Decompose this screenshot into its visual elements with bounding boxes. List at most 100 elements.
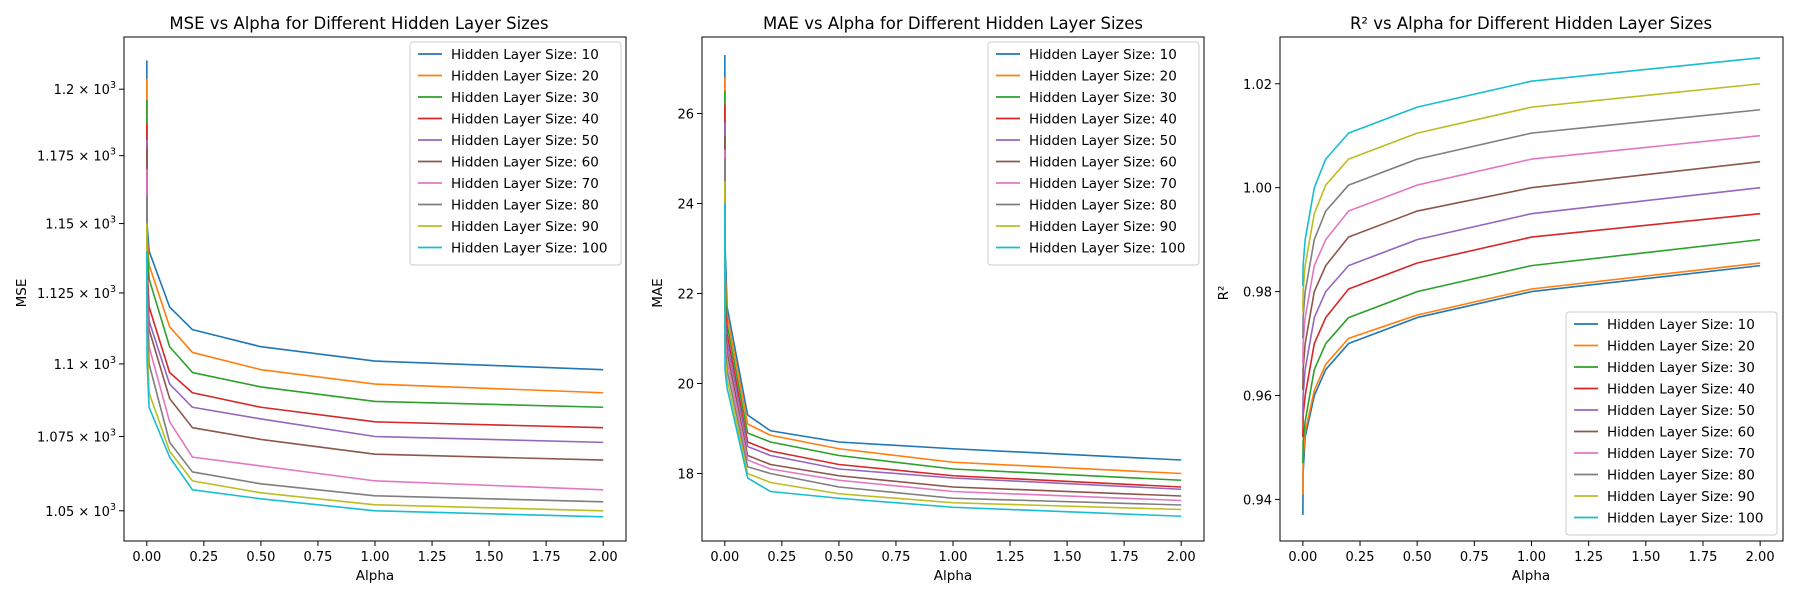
mse-y-tick-exponent: 3 [110,147,116,158]
mse-y-tick-label: 1.125 × 103 [37,284,116,302]
mae-x-tick-label: 2.00 [1167,550,1196,565]
r2-y-tick-label: 0.98 [1243,286,1272,301]
mae-y-axis-label: MAE [650,278,666,307]
mse-y-tick-exponent: 3 [110,284,116,295]
r2-legend-entry: Hidden Layer Size: 20 [1607,339,1755,355]
mae-legend-entry: Hidden Layer Size: 10 [1029,47,1177,63]
mae-legend-entry: Hidden Layer Size: 20 [1029,69,1177,85]
mae-plot-frame [701,36,1205,542]
mae-x-tick-label: 1.50 [1053,550,1082,565]
mse-y-tick-mantissa: 1.15 × 10 [45,218,110,233]
mae-panel: MAE vs Alpha for Different Hidden Layer … [650,14,1205,584]
mse-y-tick-mantissa: 1.05 × 10 [45,505,110,520]
mse-legend-box [409,41,622,266]
mse-x-tick-label: 1.75 [532,550,561,565]
mse-x-tick-label: 0.00 [132,550,161,565]
mse-y-tick-exponent: 3 [110,80,116,91]
mse-legend-entry: Hidden Layer Size: 100 [451,241,607,257]
mse-legend-entry: Hidden Layer Size: 80 [451,198,599,214]
r2-series-lines [1302,56,1761,516]
mse-x-tick-label: 0.75 [303,550,332,565]
mse-y-tick-mantissa: 1.075 × 10 [37,430,110,445]
mse-x-tick-label: 2.00 [589,550,618,565]
r2-x-axis-label: Alpha [1512,568,1550,584]
mse-legend-entry: Hidden Layer Size: 70 [451,176,599,192]
r2-x-tick-label: 1.00 [1517,550,1546,565]
mae-x-tick-label: 1.25 [996,550,1025,565]
r2-tick-marks: 0.00 0.25 0.50 0.75 1.00 1.25 1.50 1.75 2.00 0.94… [1243,78,1775,565]
mae-tick-marks: 0.00 0.25 0.50 0.75 1.00 1.25 1.50 1.75 2.00 18 20… [677,108,1195,566]
mae-series-lines [724,54,1182,518]
mae-legend-entry: Hidden Layer Size: 30 [1029,90,1177,106]
r2-legend-entry: Hidden Layer Size: 100 [1607,511,1763,527]
mse-x-tick-label: 1.50 [475,550,504,565]
r2-legend-entry: Hidden Layer Size: 10 [1607,317,1755,333]
r2-x-tick-label: 0.00 [1288,550,1317,565]
r2-series-line-8 [1302,108,1761,339]
mse-y-axis-label: MSE [14,279,30,308]
mse-legend-entry: Hidden Layer Size: 40 [451,112,599,128]
mse-legend-entry: Hidden Layer Size: 50 [451,133,599,149]
mae-x-tick-label: 0.00 [710,550,739,565]
mae-series-line-10 [724,203,1182,518]
r2-legend-box [1565,311,1778,536]
r2-x-tick-label: 0.25 [1346,550,1375,565]
mae-x-tick-label: 0.75 [881,550,910,565]
mae-x-axis-label: Alpha [934,568,972,584]
mse-y-tick-exponent: 3 [110,502,116,513]
mse-panel: MSE vs Alpha for Different Hidden Layer … [14,14,627,584]
r2-chart-title: R² vs Alpha for Different Hidden Layer S… [1350,14,1712,33]
mse-legend-entry: Hidden Layer Size: 30 [451,90,599,106]
mse-legend-entry: Hidden Layer Size: 90 [451,219,599,235]
r2-legend: Hidden Layer Size: 10 Hidden Layer Size: … [1565,311,1778,536]
mse-x-tick-label: 0.25 [189,550,218,565]
r2-legend-entry: Hidden Layer Size: 40 [1607,382,1755,398]
r2-y-tick-label: 0.94 [1243,493,1272,508]
mae-legend-entry: Hidden Layer Size: 60 [1029,155,1177,171]
mae-y-tick-label: 26 [677,108,694,123]
r2-x-tick-label: 1.75 [1689,550,1718,565]
mae-y-tick-label: 20 [677,378,694,393]
r2-series-line-5 [1302,186,1761,417]
mae-y-tick-label: 22 [677,288,694,303]
mse-legend-entry: Hidden Layer Size: 20 [451,69,599,85]
mae-y-tick-label: 24 [677,198,694,213]
mae-chart-title: MAE vs Alpha for Different Hidden Layer … [763,14,1143,33]
mae-x-tick-label: 0.50 [824,550,853,565]
mse-y-tick-label: 1.15 × 103 [45,215,116,233]
r2-x-tick-label: 2.00 [1746,550,1775,565]
mse-chart-title: MSE vs Alpha for Different Hidden Layer … [169,14,548,33]
r2-series-line-6 [1302,160,1761,391]
mse-y-tick-mantissa: 1.2 × 10 [54,83,110,98]
mse-y-tick-exponent: 3 [110,355,116,366]
mse-y-tick-label: 1.2 × 103 [54,80,116,98]
mae-legend-entry: Hidden Layer Size: 50 [1029,133,1177,149]
r2-series-line-4 [1302,212,1761,438]
r2-panel: R² vs Alpha for Different Hidden Layer S… [1216,14,1784,584]
mse-plot-frame [123,36,627,542]
mae-legend-entry: Hidden Layer Size: 80 [1029,198,1177,214]
mse-tick-marks: 0.00 0.25 0.50 0.75 1.00 1.25 1.50 1.75 2.00 1.05… [37,80,618,565]
r2-series-line-9 [1302,82,1761,313]
mse-y-tick-label: 1.175 × 103 [37,147,116,165]
mae-y-tick-label: 18 [677,468,694,483]
mae-x-tick-label: 1.00 [939,550,968,565]
r2-legend-entry: Hidden Layer Size: 50 [1607,403,1755,419]
r2-y-tick-label: 1.00 [1243,182,1272,197]
r2-legend-entry: Hidden Layer Size: 80 [1607,468,1755,484]
mse-series-lines [146,60,604,518]
r2-x-tick-label: 1.25 [1574,550,1603,565]
mae-legend-entry: Hidden Layer Size: 90 [1029,219,1177,235]
r2-x-tick-label: 1.50 [1631,550,1660,565]
mse-x-axis-label: Alpha [356,568,394,584]
mse-x-tick-label: 1.25 [418,550,447,565]
mse-y-tick-label: 1.075 × 103 [37,427,116,445]
mse-legend: Hidden Layer Size: 10 Hidden Layer Size: … [409,41,622,266]
r2-y-axis-label: R² [1216,286,1232,301]
mse-y-tick-exponent: 3 [110,427,116,438]
mae-legend-box [987,41,1200,266]
r2-x-tick-label: 0.50 [1403,550,1432,565]
mse-series-line-10 [146,251,604,518]
r2-series-line-10 [1302,56,1761,287]
mse-y-tick-mantissa: 1.125 × 10 [37,287,110,302]
